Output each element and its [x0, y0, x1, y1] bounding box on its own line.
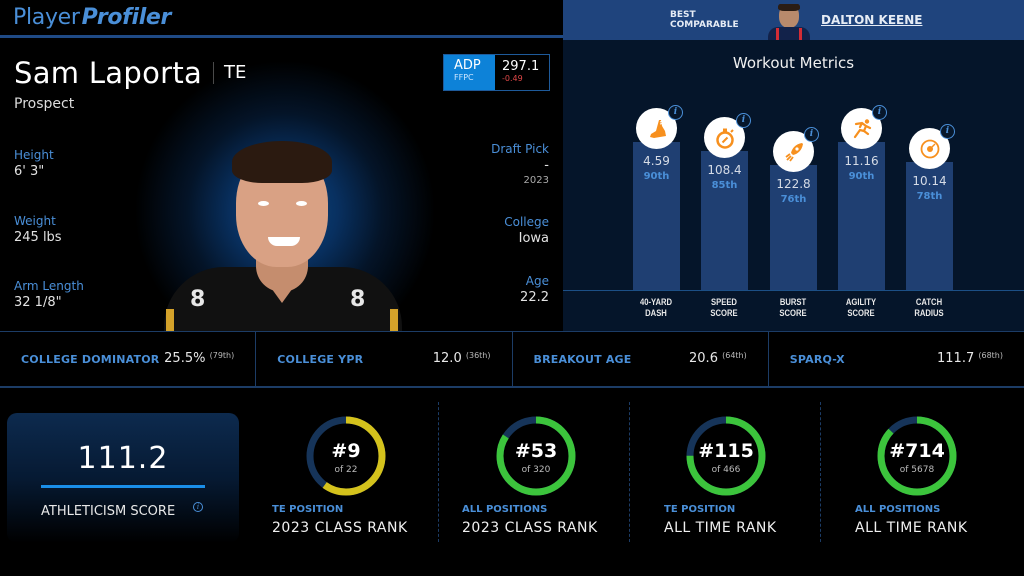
rank-ring: #115 of 466 [684, 414, 768, 498]
athleticism-score-value: 111.2 [77, 441, 169, 476]
rank-separator [820, 402, 821, 542]
best-comparable-label: BEST COMPARABLE [670, 10, 739, 30]
bar-burst-score[interactable]: 122.8 76th [770, 165, 817, 290]
stat-college-ypr[interactable]: COLLEGE YPR 12.0 (36th) [256, 332, 513, 386]
name-divider [213, 62, 214, 84]
rank-ring: #714 of 5678 [875, 414, 959, 498]
info-icon-catch-radius[interactable]: i [940, 124, 955, 139]
rank-card-all-class: #53 of 320 ALL POSITIONS 2023 CLASS RANK [452, 400, 642, 550]
rank-ring: #53 of 320 [494, 414, 578, 498]
height-stat: Height 6' 3" [14, 148, 54, 179]
rank-card-all-alltime: #714 of 5678 ALL POSITIONS ALL TIME RANK [845, 400, 1024, 550]
comparable-avatar[interactable] [766, 4, 812, 40]
athleticism-underline [41, 485, 205, 488]
info-icon-speed[interactable]: i [736, 113, 751, 128]
college-stat: College Iowa [504, 215, 549, 246]
label-40-yard-dash: 40-YARD DASH [639, 297, 673, 318]
stat-breakout-age[interactable]: BREAKOUT AGE 20.6 (64th) [513, 332, 769, 386]
bar-agility-score[interactable]: 11.16 90th [838, 142, 885, 290]
adp-label: ADP [454, 58, 481, 73]
adp-badge[interactable]: ADP FFPC 297.1 -0.49 [443, 54, 550, 91]
chart-baseline [563, 290, 1024, 291]
label-speed-score: SPEED SCORE [710, 297, 738, 318]
rank-card-te-class: #9 of 22 TE POSITION 2023 CLASS RANK [262, 400, 452, 550]
player-panel: Sam Laporta TE Prospect ADP FFPC 297.1 -… [0, 41, 563, 331]
stopwatch-icon [704, 117, 745, 158]
header-bar: PlayerProfiler [0, 0, 563, 38]
player-photo: 8 8 [160, 139, 405, 331]
info-icon-agility[interactable]: i [872, 105, 887, 120]
college-stats-row: COLLEGE DOMINATOR 25.5% (79th) COLLEGE Y… [0, 331, 1024, 388]
arm-length-stat: Arm Length 32 1/8" [14, 279, 84, 310]
player-profiler-logo[interactable]: PlayerProfiler [13, 5, 172, 30]
best-comparable-bar: BEST COMPARABLE DALTON KEENE [563, 0, 1024, 40]
info-icon-40-yard[interactable]: i [668, 105, 683, 120]
comparable-player-link[interactable]: DALTON KEENE [821, 13, 923, 27]
label-agility-score: AGILITY SCORE [845, 297, 877, 318]
label-burst-score: BURST SCORE [779, 297, 807, 318]
athleticism-score-card: 111.2 ATHLETICISM SCORE i [7, 413, 239, 543]
info-icon-athleticism[interactable]: i [193, 502, 203, 512]
player-name: Sam Laporta [14, 56, 203, 90]
athleticism-score-label: ATHLETICISM SCORE [41, 504, 176, 519]
stat-college-dominator[interactable]: COLLEGE DOMINATOR 25.5% (79th) [0, 332, 257, 386]
rank-ring: #9 of 22 [304, 414, 388, 498]
stat-sparq-x[interactable]: SPARQ-X 111.7 (68th) [789, 351, 1003, 366]
rank-card-te-alltime: #115 of 466 TE POSITION ALL TIME RANK [654, 400, 844, 550]
bar-40-yard-dash[interactable]: 4.59 90th [633, 142, 680, 290]
workout-metrics-title: Workout Metrics [732, 54, 855, 72]
age-stat: Age 22.2 [520, 274, 549, 305]
bar-catch-radius[interactable]: 10.14 78th [906, 162, 953, 290]
adp-change: -0.49 [502, 74, 523, 83]
workout-metrics-panel: Workout Metrics 4.59 90th i 108.4 85th i… [563, 40, 1024, 331]
bar-speed-score[interactable]: 108.4 85th [701, 151, 748, 290]
rank-separator [629, 402, 630, 542]
label-catch-radius: CATCH RADIUS [914, 297, 944, 318]
adp-value: 297.1 [502, 59, 540, 74]
draft-pick-stat: Draft Pick - 2023 [491, 142, 549, 186]
player-status: Prospect [14, 96, 75, 112]
rank-separator [438, 402, 439, 542]
player-position: TE [224, 62, 247, 83]
info-icon-burst[interactable]: i [804, 127, 819, 142]
adp-source: FFPC [454, 73, 474, 82]
weight-stat: Weight 245 lbs [14, 214, 62, 245]
